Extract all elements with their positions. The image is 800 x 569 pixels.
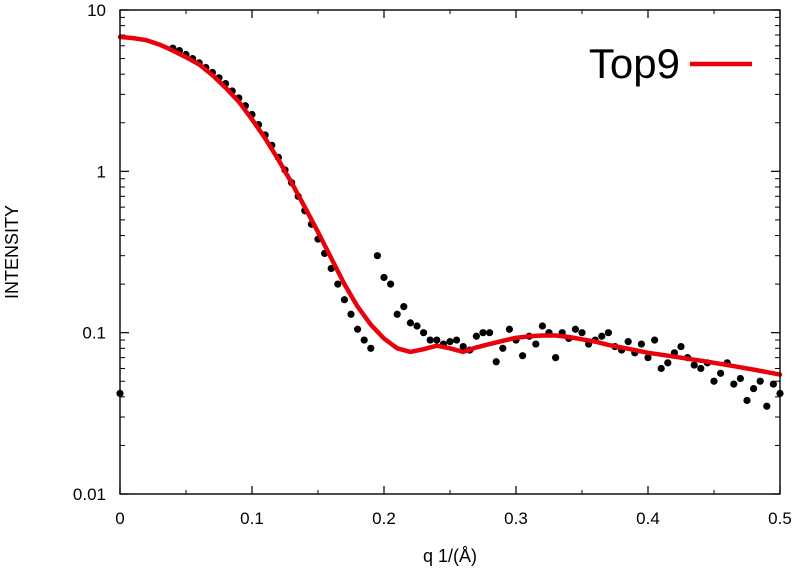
data-point <box>327 264 335 273</box>
x-axis-label: q 1/(Å) <box>423 546 477 566</box>
legend: Top9 <box>589 40 752 87</box>
scatter-series <box>116 44 784 410</box>
data-point <box>472 332 480 340</box>
data-point <box>347 310 355 318</box>
data-point <box>756 377 764 385</box>
data-point <box>532 340 540 348</box>
data-point <box>750 385 758 393</box>
data-point <box>697 364 705 373</box>
x-tick-label: 0 <box>115 509 124 528</box>
plot-frame <box>119 9 781 495</box>
data-point <box>492 358 500 366</box>
y-axis-label: INTENSITY <box>2 205 22 299</box>
fit-line <box>117 34 783 377</box>
data-point <box>400 303 408 311</box>
data-point <box>519 352 527 360</box>
data-point <box>406 319 414 327</box>
x-tick-label: 0.5 <box>768 509 792 528</box>
data-point <box>393 310 401 318</box>
data-point <box>387 280 395 288</box>
data-point <box>736 374 745 383</box>
data-point <box>664 359 672 367</box>
data-point <box>730 380 738 388</box>
legend-label: Top9 <box>589 40 680 87</box>
data-point <box>505 325 513 333</box>
fit-line-series <box>117 34 783 377</box>
data-point <box>486 329 494 337</box>
data-point <box>598 332 606 340</box>
data-point <box>552 354 560 362</box>
data-point <box>763 402 771 410</box>
data-point <box>354 325 362 333</box>
x-tick-label: 0.1 <box>240 509 264 528</box>
x-tick-label: 0.3 <box>504 509 528 528</box>
data-point <box>710 377 718 385</box>
data-point <box>690 361 698 369</box>
data-point <box>479 329 487 337</box>
data-point <box>677 342 685 351</box>
data-point <box>538 322 547 330</box>
data-point <box>420 329 428 337</box>
x-tick-label: 0.2 <box>372 509 396 528</box>
data-point <box>433 336 441 344</box>
data-point <box>604 329 613 337</box>
data-point <box>380 273 388 282</box>
data-point <box>644 354 652 362</box>
data-point <box>624 338 632 346</box>
data-point <box>446 338 454 346</box>
data-point <box>651 336 659 344</box>
data-point <box>367 344 375 352</box>
data-point <box>426 336 434 344</box>
data-point <box>453 336 461 344</box>
y-tick-label: 1 <box>97 162 106 181</box>
data-point <box>413 322 421 330</box>
data-point <box>459 342 467 351</box>
data-point <box>373 252 381 260</box>
data-point <box>571 325 580 333</box>
y-tick-label: 10 <box>87 1 106 20</box>
x-tick-label: 0.4 <box>636 509 660 528</box>
x-axis-ticks: 0 0.1 0.2 0.3 0.4 0.5 <box>115 10 792 528</box>
data-point <box>769 380 778 388</box>
data-point <box>717 369 725 377</box>
y-tick-label: 0.01 <box>73 485 106 504</box>
data-point <box>334 280 342 288</box>
data-point <box>637 340 646 348</box>
data-point <box>499 344 507 352</box>
data-point <box>743 396 751 405</box>
y-tick-label: 0.1 <box>82 324 106 343</box>
data-point <box>340 296 348 304</box>
data-point <box>657 364 665 373</box>
data-point <box>578 329 586 337</box>
data-point <box>360 336 368 344</box>
